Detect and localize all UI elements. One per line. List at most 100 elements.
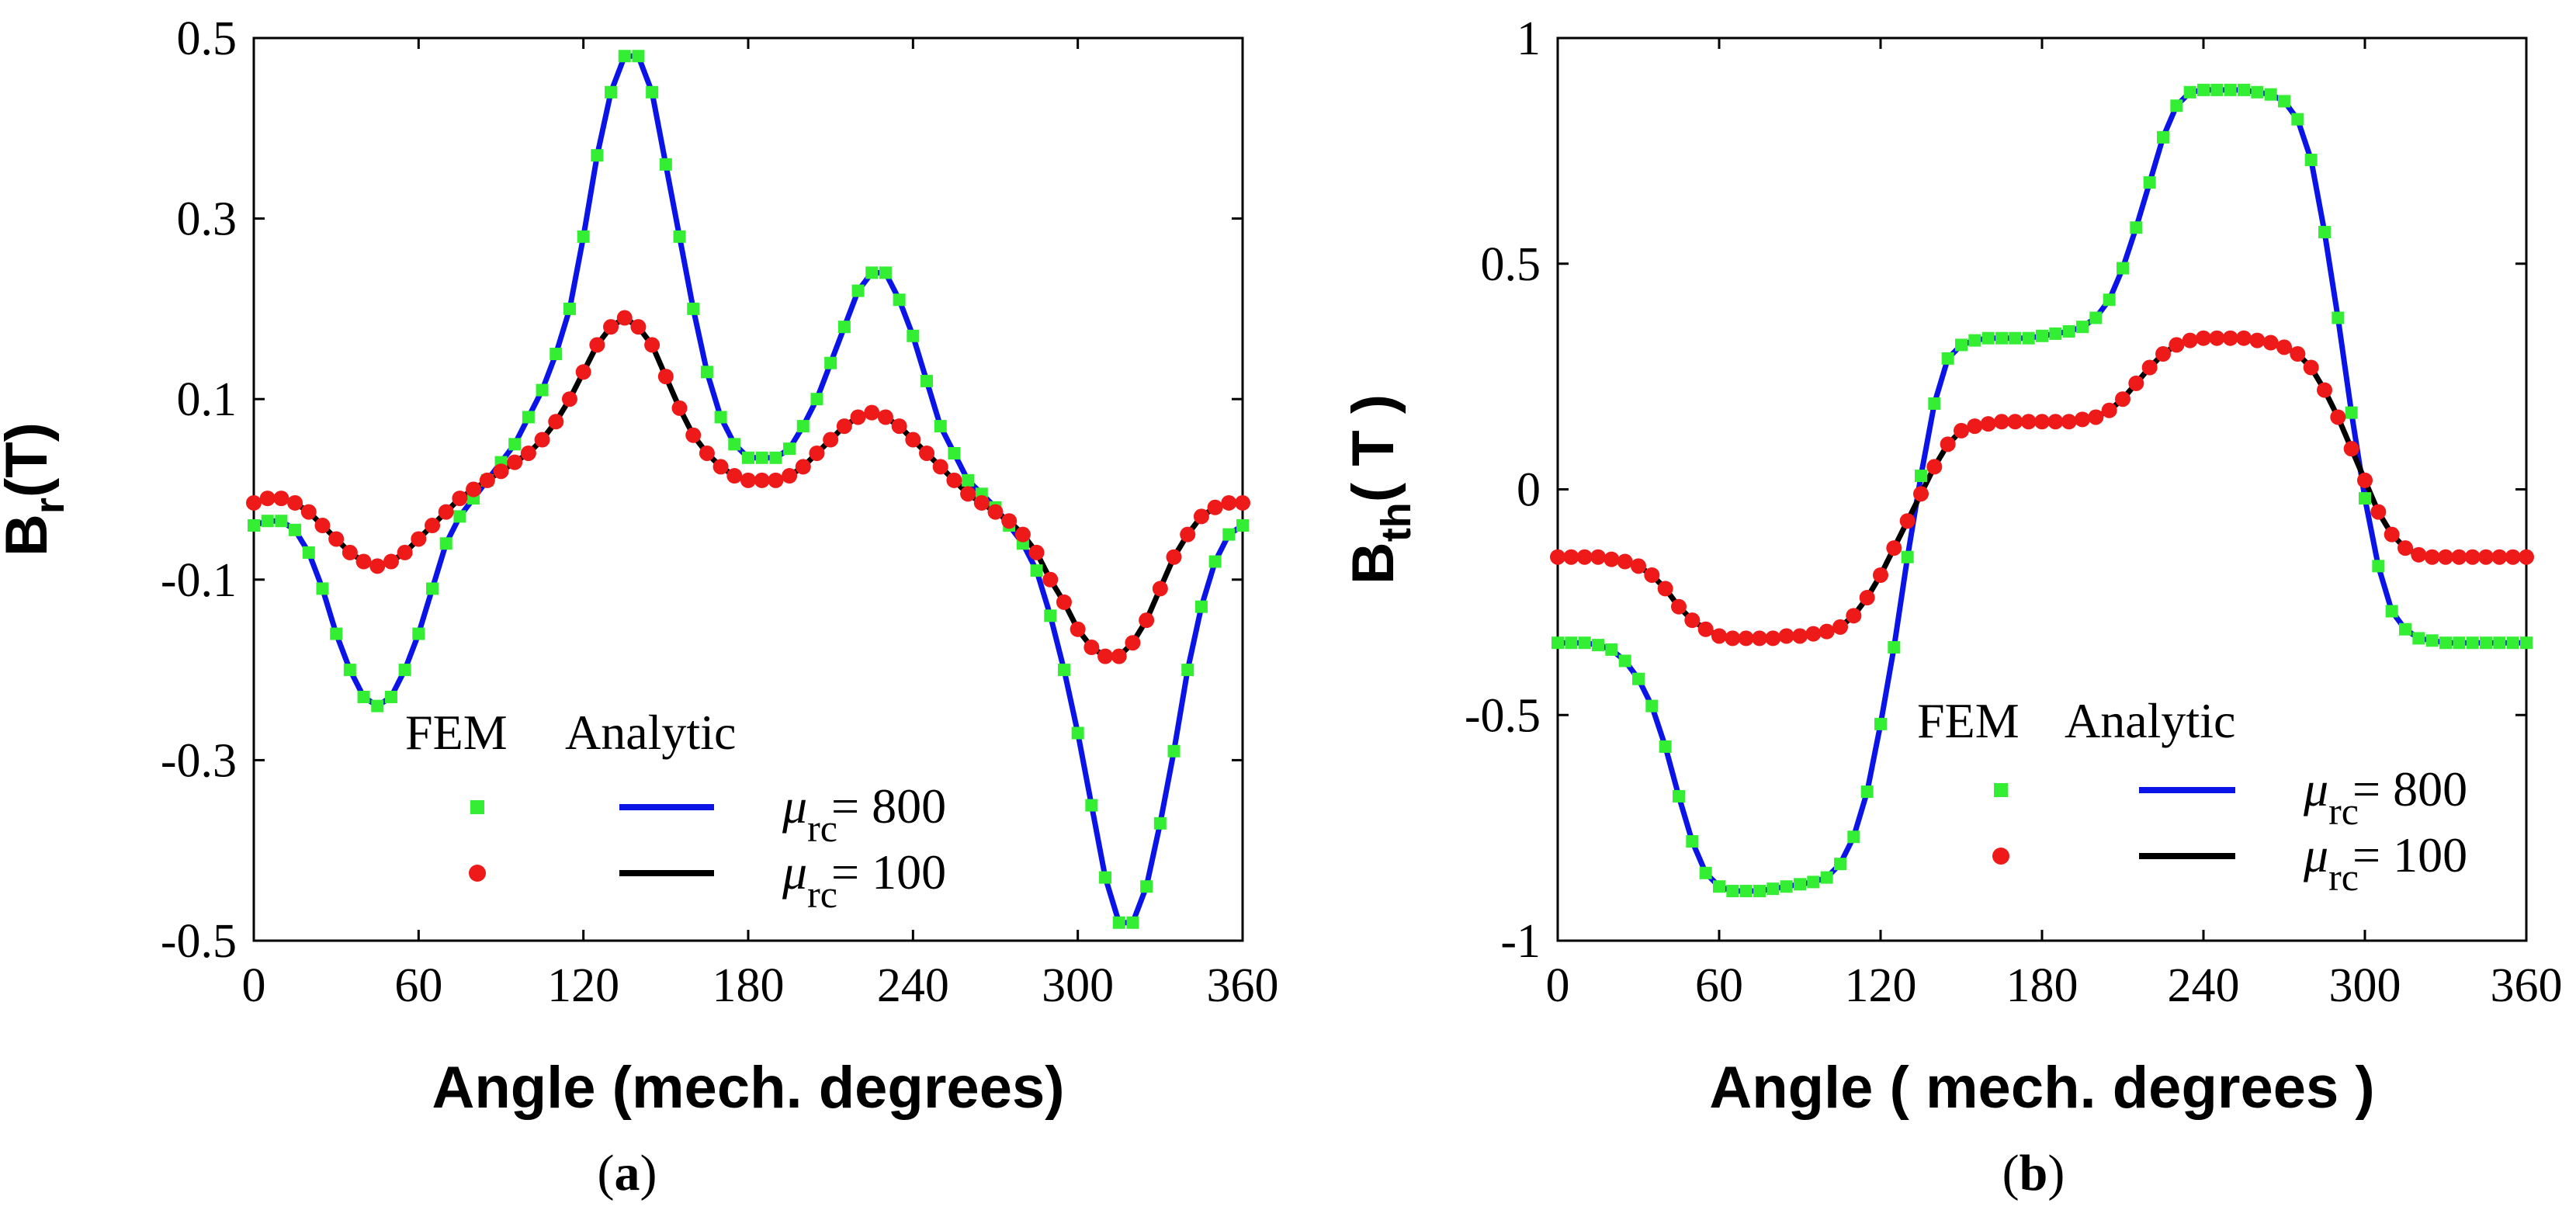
legend-mu-symbol: μ xyxy=(782,844,807,900)
fem-point-mu800 xyxy=(453,510,466,523)
fem-point-mu800 xyxy=(1753,885,1766,898)
fem-point-mu800 xyxy=(384,690,397,703)
fem-point-mu100 xyxy=(300,504,317,520)
fem-point-mu800 xyxy=(1834,858,1846,871)
fem-point-mu100 xyxy=(1940,436,1956,452)
legend-mu-symbol: μ xyxy=(2303,827,2328,882)
fem-point-mu100 xyxy=(589,337,605,353)
fem-point-mu800 xyxy=(2130,221,2143,234)
legend-mu-symbol: μ xyxy=(782,778,807,834)
fem-point-mu800 xyxy=(1807,875,1820,889)
fem-point-mu100 xyxy=(561,391,577,407)
fem-point-mu800 xyxy=(2493,636,2506,650)
fem-point-mu800 xyxy=(1181,664,1194,677)
y-axis-label-sub: r xyxy=(26,498,73,514)
fem-point-mu100 xyxy=(2411,546,2427,563)
x-axis-label: Angle (mech. degrees) xyxy=(432,1055,1064,1121)
legend-header-analytic: Analytic xyxy=(565,705,736,760)
legend-value: = 800 xyxy=(2352,761,2467,816)
fem-point-mu800 xyxy=(2332,311,2345,324)
fem-point-mu800 xyxy=(412,627,425,640)
fem-point-mu100 xyxy=(754,472,770,488)
x-tick-label: 60 xyxy=(394,959,442,1012)
y-tick-label: -0.3 xyxy=(161,734,237,787)
fem-point-mu800 xyxy=(1726,885,1739,898)
fem-point-mu100 xyxy=(1097,648,1114,664)
fem-point-mu100 xyxy=(644,337,660,353)
x-tick-label: 180 xyxy=(712,959,785,1012)
fem-point-mu800 xyxy=(2076,321,2089,334)
y-tick-label: 0.1 xyxy=(177,373,237,426)
fem-point-mu800 xyxy=(2197,83,2210,96)
fem-point-mu800 xyxy=(1780,880,1793,893)
fem-point-mu800 xyxy=(2089,311,2103,324)
fem-point-mu800 xyxy=(1592,639,1604,652)
fem-point-mu100 xyxy=(2290,346,2306,362)
fem-point-mu100 xyxy=(809,445,825,461)
fem-point-mu100 xyxy=(603,319,619,335)
fem-point-mu800 xyxy=(316,582,329,595)
y-tick-label: -1 xyxy=(1500,915,1541,968)
x-tick-label: 360 xyxy=(2491,959,2563,1012)
caption-close-paren: ) xyxy=(640,1145,657,1201)
y-tick-label: 0.3 xyxy=(177,193,237,246)
fem-point-mu100 xyxy=(1711,628,1727,644)
fem-point-mu100 xyxy=(877,409,893,425)
fem-point-mu100 xyxy=(314,518,331,534)
fem-point-mu800 xyxy=(2291,113,2304,126)
fem-point-mu100 xyxy=(1152,581,1168,597)
fem-point-mu800 xyxy=(851,284,865,297)
fem-point-mu100 xyxy=(2196,330,2211,346)
caption-close-paren: ) xyxy=(2047,1145,2065,1201)
fem-point-mu100 xyxy=(479,472,495,488)
y-axis-label-sub: th xyxy=(1373,502,1420,542)
fem-point-mu100 xyxy=(355,553,372,570)
fem-point-mu800 xyxy=(591,149,604,162)
fem-point-mu800 xyxy=(550,348,563,361)
fem-point-mu800 xyxy=(2157,130,2169,144)
legend-label-1: μrc= 800 xyxy=(2303,761,2467,833)
x-tick-label: 240 xyxy=(877,959,949,1012)
fem-point-mu100 xyxy=(2061,414,2077,430)
fem-point-mu800 xyxy=(1874,717,1887,730)
fem-point-mu100 xyxy=(273,491,289,507)
fem-point-mu800 xyxy=(2480,636,2492,650)
fem-point-mu100 xyxy=(2075,411,2090,428)
legend-header-fem: FEM xyxy=(405,705,508,760)
fem-point-mu800 xyxy=(289,523,302,536)
fem-point-mu100 xyxy=(932,459,948,475)
fem-point-mu800 xyxy=(1847,830,1860,844)
fem-point-mu800 xyxy=(2183,85,2196,99)
fem-point-mu100 xyxy=(246,494,262,511)
fem-point-mu100 xyxy=(1926,459,1943,475)
y-axis-label: Br(T) xyxy=(0,422,73,556)
fem-point-mu800 xyxy=(837,321,851,334)
fem-point-mu100 xyxy=(740,472,756,488)
fem-point-mu100 xyxy=(616,310,633,326)
fem-point-mu100 xyxy=(1235,494,1250,511)
fem-point-mu800 xyxy=(2520,636,2533,650)
fem-point-mu800 xyxy=(1928,397,1941,411)
fem-point-mu100 xyxy=(425,518,441,534)
fem-point-mu800 xyxy=(2278,95,2290,108)
x-tick-label: 60 xyxy=(1695,959,1743,1012)
fem-point-mu100 xyxy=(1028,544,1045,560)
legend-header-analytic: Analytic xyxy=(2065,693,2235,748)
fem-point-mu100 xyxy=(836,418,852,435)
fem-point-mu100 xyxy=(1725,630,1741,647)
fem-point-mu100 xyxy=(1738,630,1754,647)
fem-point-mu800 xyxy=(632,50,645,63)
fem-point-mu800 xyxy=(2049,327,2062,340)
fem-point-mu800 xyxy=(1153,816,1167,830)
fem-point-mu800 xyxy=(1099,871,1112,884)
fem-point-mu800 xyxy=(439,537,452,550)
fem-point-mu800 xyxy=(742,451,754,464)
fem-point-mu800 xyxy=(2304,154,2318,167)
x-tick-label: 0 xyxy=(1546,959,1570,1012)
x-tick-label: 0 xyxy=(242,959,266,1012)
fem-point-mu100 xyxy=(864,404,880,421)
fem-point-mu100 xyxy=(919,445,935,461)
fem-point-mu800 xyxy=(714,411,727,424)
fem-point-mu800 xyxy=(1995,331,2008,345)
fem-point-mu100 xyxy=(2370,504,2387,520)
